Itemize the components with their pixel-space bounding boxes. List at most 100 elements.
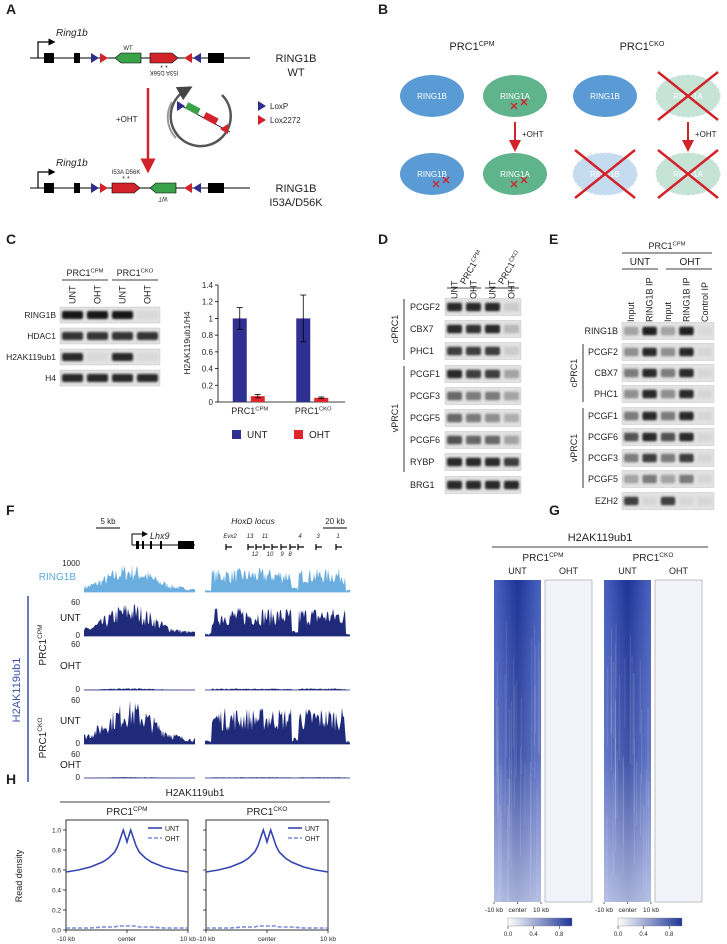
text-main: PRC1 (620, 41, 649, 53)
label: PRC1CKO (620, 40, 665, 53)
mutation-mark (520, 176, 528, 184)
blot-band (87, 374, 108, 382)
blot-band (642, 453, 657, 463)
blot-band (679, 389, 694, 399)
blot-band (660, 432, 676, 442)
excised-exon (202, 112, 219, 125)
y-tick-label: 0.4 (202, 365, 214, 374)
blot-band (504, 346, 519, 356)
mutation-mark (510, 102, 518, 110)
signal-track (205, 568, 350, 592)
label: RING1B (417, 170, 447, 179)
promoter-arrow (37, 38, 56, 58)
blot-band (679, 326, 694, 336)
label: OHT (469, 280, 479, 300)
blot-band (624, 474, 639, 484)
y-tick-label: 0 (209, 398, 214, 407)
label: RING1A (500, 92, 530, 101)
x-tick-label: -10 kb (485, 907, 503, 914)
group-label: PRC1CPM (37, 624, 49, 665)
blot-band (447, 391, 462, 401)
mutation-mark (442, 176, 450, 184)
label: UNT (60, 716, 81, 727)
blot-band (697, 326, 712, 336)
heatmap (544, 579, 593, 903)
blot-band (679, 432, 694, 442)
gene-glyph (271, 544, 278, 550)
y-tick-label: 0.4 (52, 888, 61, 895)
label: 1 (336, 534, 339, 540)
panel-letter: H (6, 771, 16, 787)
mutation-mark (432, 180, 440, 188)
panel-letter: E (549, 231, 558, 247)
blot-band (624, 326, 639, 336)
gene-glyph (280, 544, 287, 550)
y-axis-label: H2AK119ub1/H4 (182, 311, 192, 374)
blot-band (87, 353, 108, 361)
blot-band (466, 435, 481, 445)
lox-site (258, 115, 266, 125)
exon (160, 541, 162, 549)
line-series (66, 925, 188, 929)
y-tick-label: 0.6 (202, 348, 214, 357)
blot-strip (444, 431, 522, 449)
text-sup: CPM (255, 407, 268, 413)
y-tick-label: 0.8 (202, 331, 214, 340)
blot-band (624, 453, 639, 463)
recombination-circle (169, 86, 232, 148)
exon (178, 541, 194, 549)
x-tick-label: -10 kb (197, 936, 215, 943)
blot-band (624, 347, 639, 357)
blot-band (679, 347, 694, 357)
blot-band (62, 374, 83, 382)
label: 0 (76, 685, 81, 694)
blot-band (679, 496, 694, 506)
text-sup: CKO (649, 40, 665, 48)
blot-band (679, 411, 694, 421)
x-tick-label: 10 kb (320, 936, 336, 943)
colorbar-label: 0.8 (665, 932, 674, 938)
label: PCGF6 (588, 432, 618, 442)
blot-band (112, 311, 133, 319)
label: H2AK119ub1 (11, 658, 23, 723)
label: 9 (280, 552, 284, 558)
x-tick-label: center (618, 907, 637, 914)
colorbar-label: 0.4 (639, 932, 648, 938)
y-tick-label: 0.0 (52, 928, 61, 935)
blot-band (466, 391, 481, 401)
blot-band (642, 474, 657, 484)
error-bar (318, 396, 325, 400)
blot-band (485, 457, 500, 467)
label: vPRC1 (569, 434, 579, 463)
promoter-arrow (37, 168, 56, 188)
label: vPRC1 (390, 404, 400, 433)
label: OHT (679, 257, 700, 268)
label: WT (158, 195, 168, 201)
label: RING1B (276, 53, 317, 65)
label: H2AK119ub1 (6, 352, 56, 362)
blot-band (447, 369, 462, 379)
label: RING1B (417, 92, 447, 101)
excised-exon (184, 102, 201, 115)
blot-band (624, 389, 639, 399)
blot-band (485, 346, 500, 356)
lox-site (100, 183, 108, 193)
label: 60 (71, 696, 80, 705)
text-main: PRC1 (648, 241, 672, 251)
blot-band (679, 453, 694, 463)
colorbar-label: 0.8 (555, 932, 564, 938)
label: I53A D56K (112, 170, 141, 176)
bar (250, 396, 265, 402)
line-series (205, 827, 329, 873)
label: PRC1CKO (117, 268, 154, 278)
gene-exon (149, 182, 177, 194)
blot-band (466, 324, 481, 334)
signal-track (205, 707, 350, 744)
blot-strip (444, 320, 522, 338)
y-axis-label: Read density (14, 849, 24, 902)
label: 8 (288, 552, 292, 558)
signal-track (84, 688, 195, 690)
x-tick-label: center (118, 936, 137, 943)
y-tick-label: 1.4 (202, 281, 214, 290)
text-sup: CPM (91, 269, 104, 275)
